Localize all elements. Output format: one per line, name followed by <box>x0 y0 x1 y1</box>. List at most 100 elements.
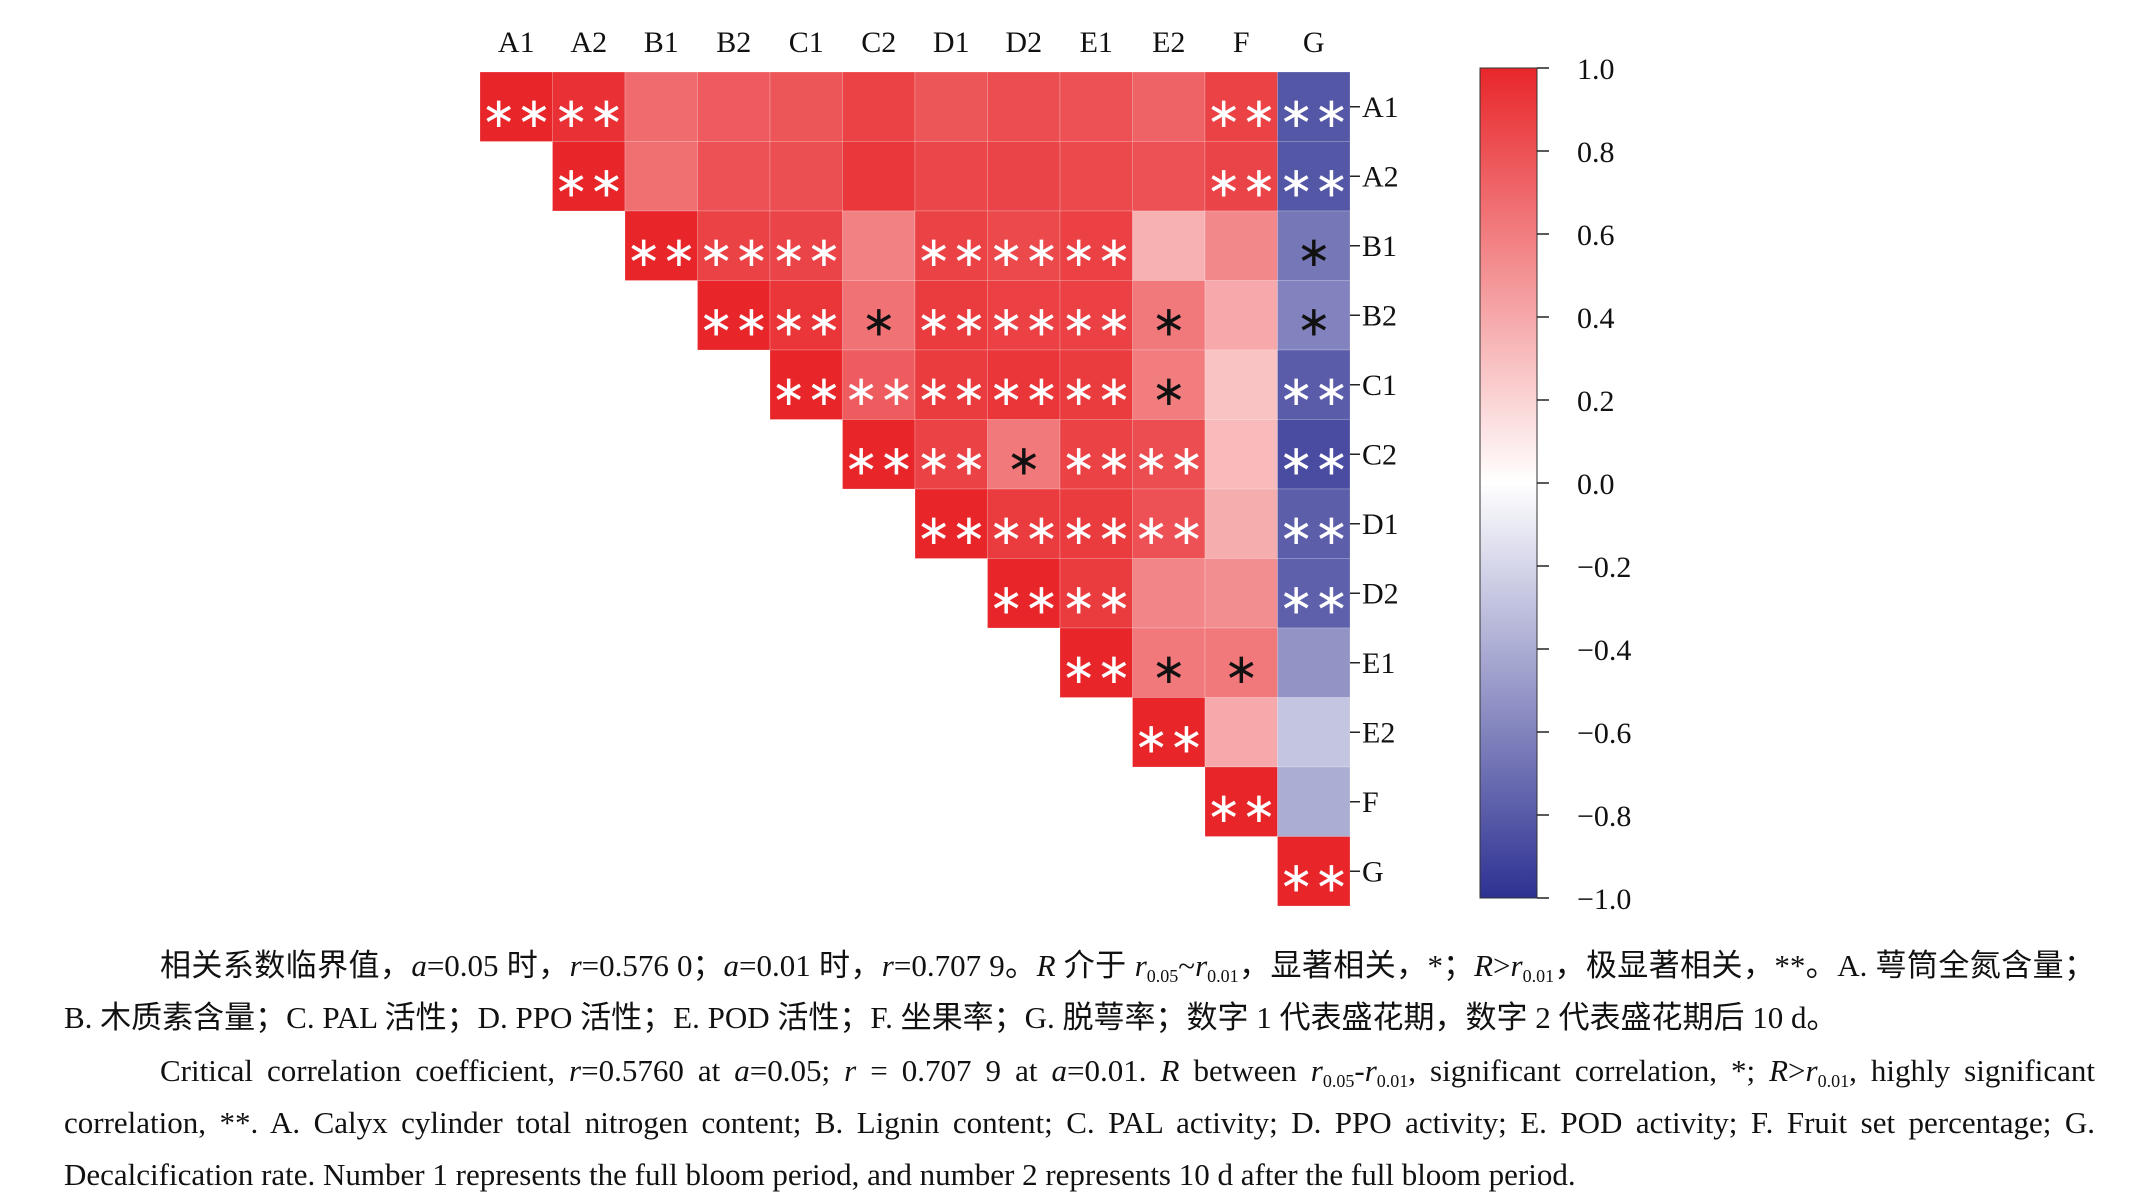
correlation-heatmap-figure: ∗∗ ∗∗ ∗∗ ∗∗ ∗∗ ∗∗ ∗∗ ∗∗ ∗∗ ∗∗ ∗∗ ∗∗ ∗∗ ∗ ∗∗ ∗∗ ∗ ∗∗ ∗∗ ∗∗ ∗ ∗… <box>479 26 1631 916</box>
significance-mark-B2-E2: ∗ <box>1151 296 1186 345</box>
significance-mark-D1-E2: ∗∗ <box>1134 505 1204 554</box>
colorbar-tick-label: 0.4 <box>1577 302 1615 335</box>
significance-mark-A1-A2: ∗∗ <box>554 88 624 137</box>
heatmap-cell-B1-B2 <box>697 210 771 281</box>
heatmap-cell-C2-E2 <box>1132 419 1206 490</box>
significance-mark-D2-G: ∗∗ <box>1279 574 1349 623</box>
x-tick-label-E1: E1 <box>1080 26 1113 59</box>
heatmap-cell-E1-F <box>1204 627 1278 698</box>
significance-mark-B2-D2: ∗∗ <box>989 296 1059 345</box>
heatmap-cells <box>479 71 1351 907</box>
heatmap-cell-A1-A2 <box>552 71 626 142</box>
heatmap-cell-F-F <box>1204 766 1278 837</box>
significance-mark-E1-F: ∗ <box>1224 644 1259 693</box>
significance-mark-A2-A2: ∗∗ <box>554 157 624 206</box>
heatmap-cell-B2-E1 <box>1059 280 1133 351</box>
heatmap-cell-B2-D1 <box>914 280 988 351</box>
heatmap-cell-C2-G <box>1277 419 1351 490</box>
significance-mark-B2-C2: ∗ <box>861 296 896 345</box>
heatmap-cell-B2-C2 <box>842 280 916 351</box>
significance-mark-B1-B2: ∗∗ <box>699 227 769 276</box>
colorbar-tick-label: −0.6 <box>1577 717 1631 750</box>
heatmap-cell-A1-B1 <box>624 71 698 142</box>
significance-mark-C2-E1: ∗∗ <box>1061 435 1131 484</box>
significance-mark-C2-G: ∗∗ <box>1279 435 1349 484</box>
heatmap-cell-A2-E2 <box>1132 141 1206 212</box>
x-tick-label-C2: C2 <box>861 26 896 59</box>
heatmap-cell-D2-F <box>1204 558 1278 629</box>
heatmap-cell-C1-C1 <box>769 349 843 420</box>
significance-mark-C1-C2: ∗∗ <box>844 366 914 415</box>
x-tick-label-D1: D1 <box>933 26 970 59</box>
colorbar <box>1479 67 1538 899</box>
heatmap-cell-D2-G <box>1277 558 1351 629</box>
heatmap-cell-A1-A1 <box>479 71 553 142</box>
y-tick-label-D2: D2 <box>1362 577 1399 610</box>
significance-mark-F-F: ∗∗ <box>1206 783 1276 832</box>
significance-mark-C1-E1: ∗∗ <box>1061 366 1131 415</box>
heatmap-cell-C1-G <box>1277 349 1351 420</box>
significance-mark-B1-E1: ∗∗ <box>1061 227 1131 276</box>
significance-mark-C2-D1: ∗∗ <box>916 435 986 484</box>
y-tick-label-E1: E1 <box>1362 647 1395 680</box>
heatmap-cell-C2-C2 <box>842 419 916 490</box>
heatmap-cell-D2-D2 <box>987 558 1061 629</box>
significance-mark-E1-E2: ∗ <box>1151 644 1186 693</box>
y-tick-label-C2: C2 <box>1362 438 1397 471</box>
heatmap-cell-F-G <box>1277 766 1351 837</box>
heatmap-cell-A2-C1 <box>769 141 843 212</box>
x-tick-label-A1: A1 <box>498 26 535 59</box>
significance-mark-C2-E2: ∗∗ <box>1134 435 1204 484</box>
significance-mark-D2-D2: ∗∗ <box>989 574 1059 623</box>
significance-mark-D1-G: ∗∗ <box>1279 505 1349 554</box>
heatmap-cell-B1-D2 <box>987 210 1061 281</box>
y-tick-label-C1: C1 <box>1362 369 1397 402</box>
heatmap-cell-C1-D1 <box>914 349 988 420</box>
heatmap-cell-A2-F <box>1204 141 1278 212</box>
significance-mark-C2-C2: ∗∗ <box>844 435 914 484</box>
significance-mark-C1-C1: ∗∗ <box>771 366 841 415</box>
significance-mark-A2-F: ∗∗ <box>1206 157 1276 206</box>
significance-mark-D1-D1: ∗∗ <box>916 505 986 554</box>
heatmap-cell-E2-F <box>1204 697 1278 768</box>
heatmap-cell-B2-G <box>1277 280 1351 351</box>
heatmap-cell-C2-D2 <box>987 419 1061 490</box>
significance-mark-A1-G: ∗∗ <box>1279 88 1349 137</box>
caption-english: Critical correlation coefficient, r=0.57… <box>64 1053 2095 1192</box>
heatmap-cell-A1-D2 <box>987 71 1061 142</box>
heatmap-cell-B2-F <box>1204 280 1278 351</box>
significance-mark-C1-G: ∗∗ <box>1279 366 1349 415</box>
heatmap-cell-B1-E2 <box>1132 210 1206 281</box>
heatmap-cell-A2-D2 <box>987 141 1061 212</box>
y-tick-label-B2: B2 <box>1362 299 1397 332</box>
significance-mark-B1-C1: ∗∗ <box>771 227 841 276</box>
heatmap-cell-C1-F <box>1204 349 1278 420</box>
heatmap-cell-D1-D1 <box>914 488 988 559</box>
heatmap-cell-A1-C1 <box>769 71 843 142</box>
significance-mark-C1-D1: ∗∗ <box>916 366 986 415</box>
y-tick-label-A2: A2 <box>1362 160 1399 193</box>
colorbar-tick-label: 0.8 <box>1577 136 1615 169</box>
heatmap-cell-A2-C2 <box>842 141 916 212</box>
significance-mark-A1-A1: ∗∗ <box>481 88 551 137</box>
heatmap-svg: ∗∗ ∗∗ ∗∗ ∗∗∗∗ ∗∗ ∗∗∗∗ ∗∗ ∗∗ ∗∗ ∗∗ ∗∗ ∗∗∗ ∗∗ ∗ ∗∗ ∗∗ ∗∗ ∗ ∗… <box>479 26 1631 916</box>
heatmap-cell-E2-E2 <box>1132 697 1206 768</box>
significance-mark-C1-E2: ∗ <box>1151 366 1186 415</box>
heatmap-cell-A2-B2 <box>697 141 771 212</box>
heatmap-cell-A2-E1 <box>1059 141 1133 212</box>
y-tick-label-A1: A1 <box>1362 91 1399 124</box>
heatmap-cell-B2-B2 <box>697 280 771 351</box>
x-tick-label-G: G <box>1303 26 1325 59</box>
heatmap-cell-B2-D2 <box>987 280 1061 351</box>
significance-mark-E2-E2: ∗∗ <box>1134 713 1204 762</box>
significance-mark-D1-E1: ∗∗ <box>1061 505 1131 554</box>
significance-mark-B2-G: ∗ <box>1296 296 1331 345</box>
heatmap-cell-A1-D1 <box>914 71 988 142</box>
significance-mark-A1-F: ∗∗ <box>1206 88 1276 137</box>
top-axis-labels: A1 A2 B1 B2 C1 C2 D1 D2 E1 E2 F G <box>498 26 1325 59</box>
heatmap-cell-E2-G <box>1277 697 1351 768</box>
heatmap-cell-A2-B1 <box>624 141 698 212</box>
significance-marks: ∗∗ ∗∗ ∗∗ ∗∗∗∗ ∗∗ ∗∗∗∗ ∗∗ ∗∗ ∗∗ ∗∗ ∗∗ ∗∗∗ ∗∗ ∗ ∗∗ ∗∗ ∗∗ ∗ ∗… <box>481 88 1349 902</box>
heatmap-cell-D1-F <box>1204 488 1278 559</box>
significance-mark-B1-B1: ∗∗ <box>626 227 696 276</box>
